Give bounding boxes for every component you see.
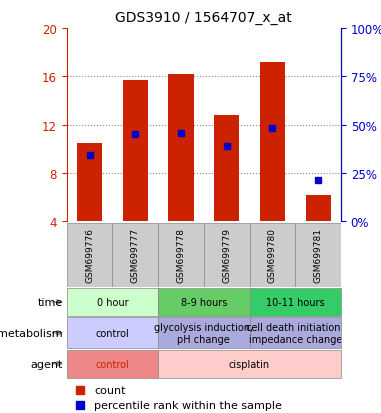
- Bar: [250, 223, 295, 287]
- Text: cisplatin: cisplatin: [229, 359, 270, 369]
- Text: GSM699778: GSM699778: [176, 228, 186, 282]
- Bar: [123, 81, 148, 222]
- Bar: [112, 223, 158, 287]
- Text: time: time: [38, 297, 63, 307]
- Text: control: control: [96, 359, 129, 369]
- Bar: [295, 223, 341, 287]
- Text: 10-11 hours: 10-11 hours: [266, 297, 325, 307]
- Bar: [77, 143, 102, 222]
- Bar: [168, 75, 194, 222]
- Text: percentile rank within the sample: percentile rank within the sample: [94, 401, 282, 411]
- Bar: [250, 318, 341, 349]
- Bar: [158, 350, 341, 378]
- Text: 8-9 hours: 8-9 hours: [181, 297, 227, 307]
- Title: GDS3910 / 1564707_x_at: GDS3910 / 1564707_x_at: [115, 11, 292, 25]
- Text: metabolism: metabolism: [0, 328, 63, 338]
- Bar: [214, 116, 239, 222]
- Text: GSM699779: GSM699779: [222, 228, 231, 282]
- Bar: [67, 288, 158, 316]
- Bar: [204, 223, 250, 287]
- Text: GSM699781: GSM699781: [314, 228, 323, 282]
- Text: GSM699780: GSM699780: [268, 228, 277, 282]
- Bar: [158, 223, 204, 287]
- Bar: [67, 318, 158, 349]
- Bar: [250, 288, 341, 316]
- Bar: [67, 350, 158, 378]
- Text: glycolysis induction,
pH change: glycolysis induction, pH change: [154, 322, 253, 344]
- Text: control: control: [96, 328, 129, 338]
- Text: agent: agent: [30, 359, 63, 369]
- Text: GSM699776: GSM699776: [85, 228, 94, 282]
- Text: count: count: [94, 385, 126, 395]
- Bar: [67, 223, 112, 287]
- Bar: [158, 318, 250, 349]
- Bar: [260, 63, 285, 222]
- Text: cell death initiation,
impedance change: cell death initiation, impedance change: [247, 322, 344, 344]
- Text: 0 hour: 0 hour: [96, 297, 128, 307]
- Bar: [158, 288, 250, 316]
- Bar: [306, 195, 331, 222]
- Text: GSM699777: GSM699777: [131, 228, 140, 282]
